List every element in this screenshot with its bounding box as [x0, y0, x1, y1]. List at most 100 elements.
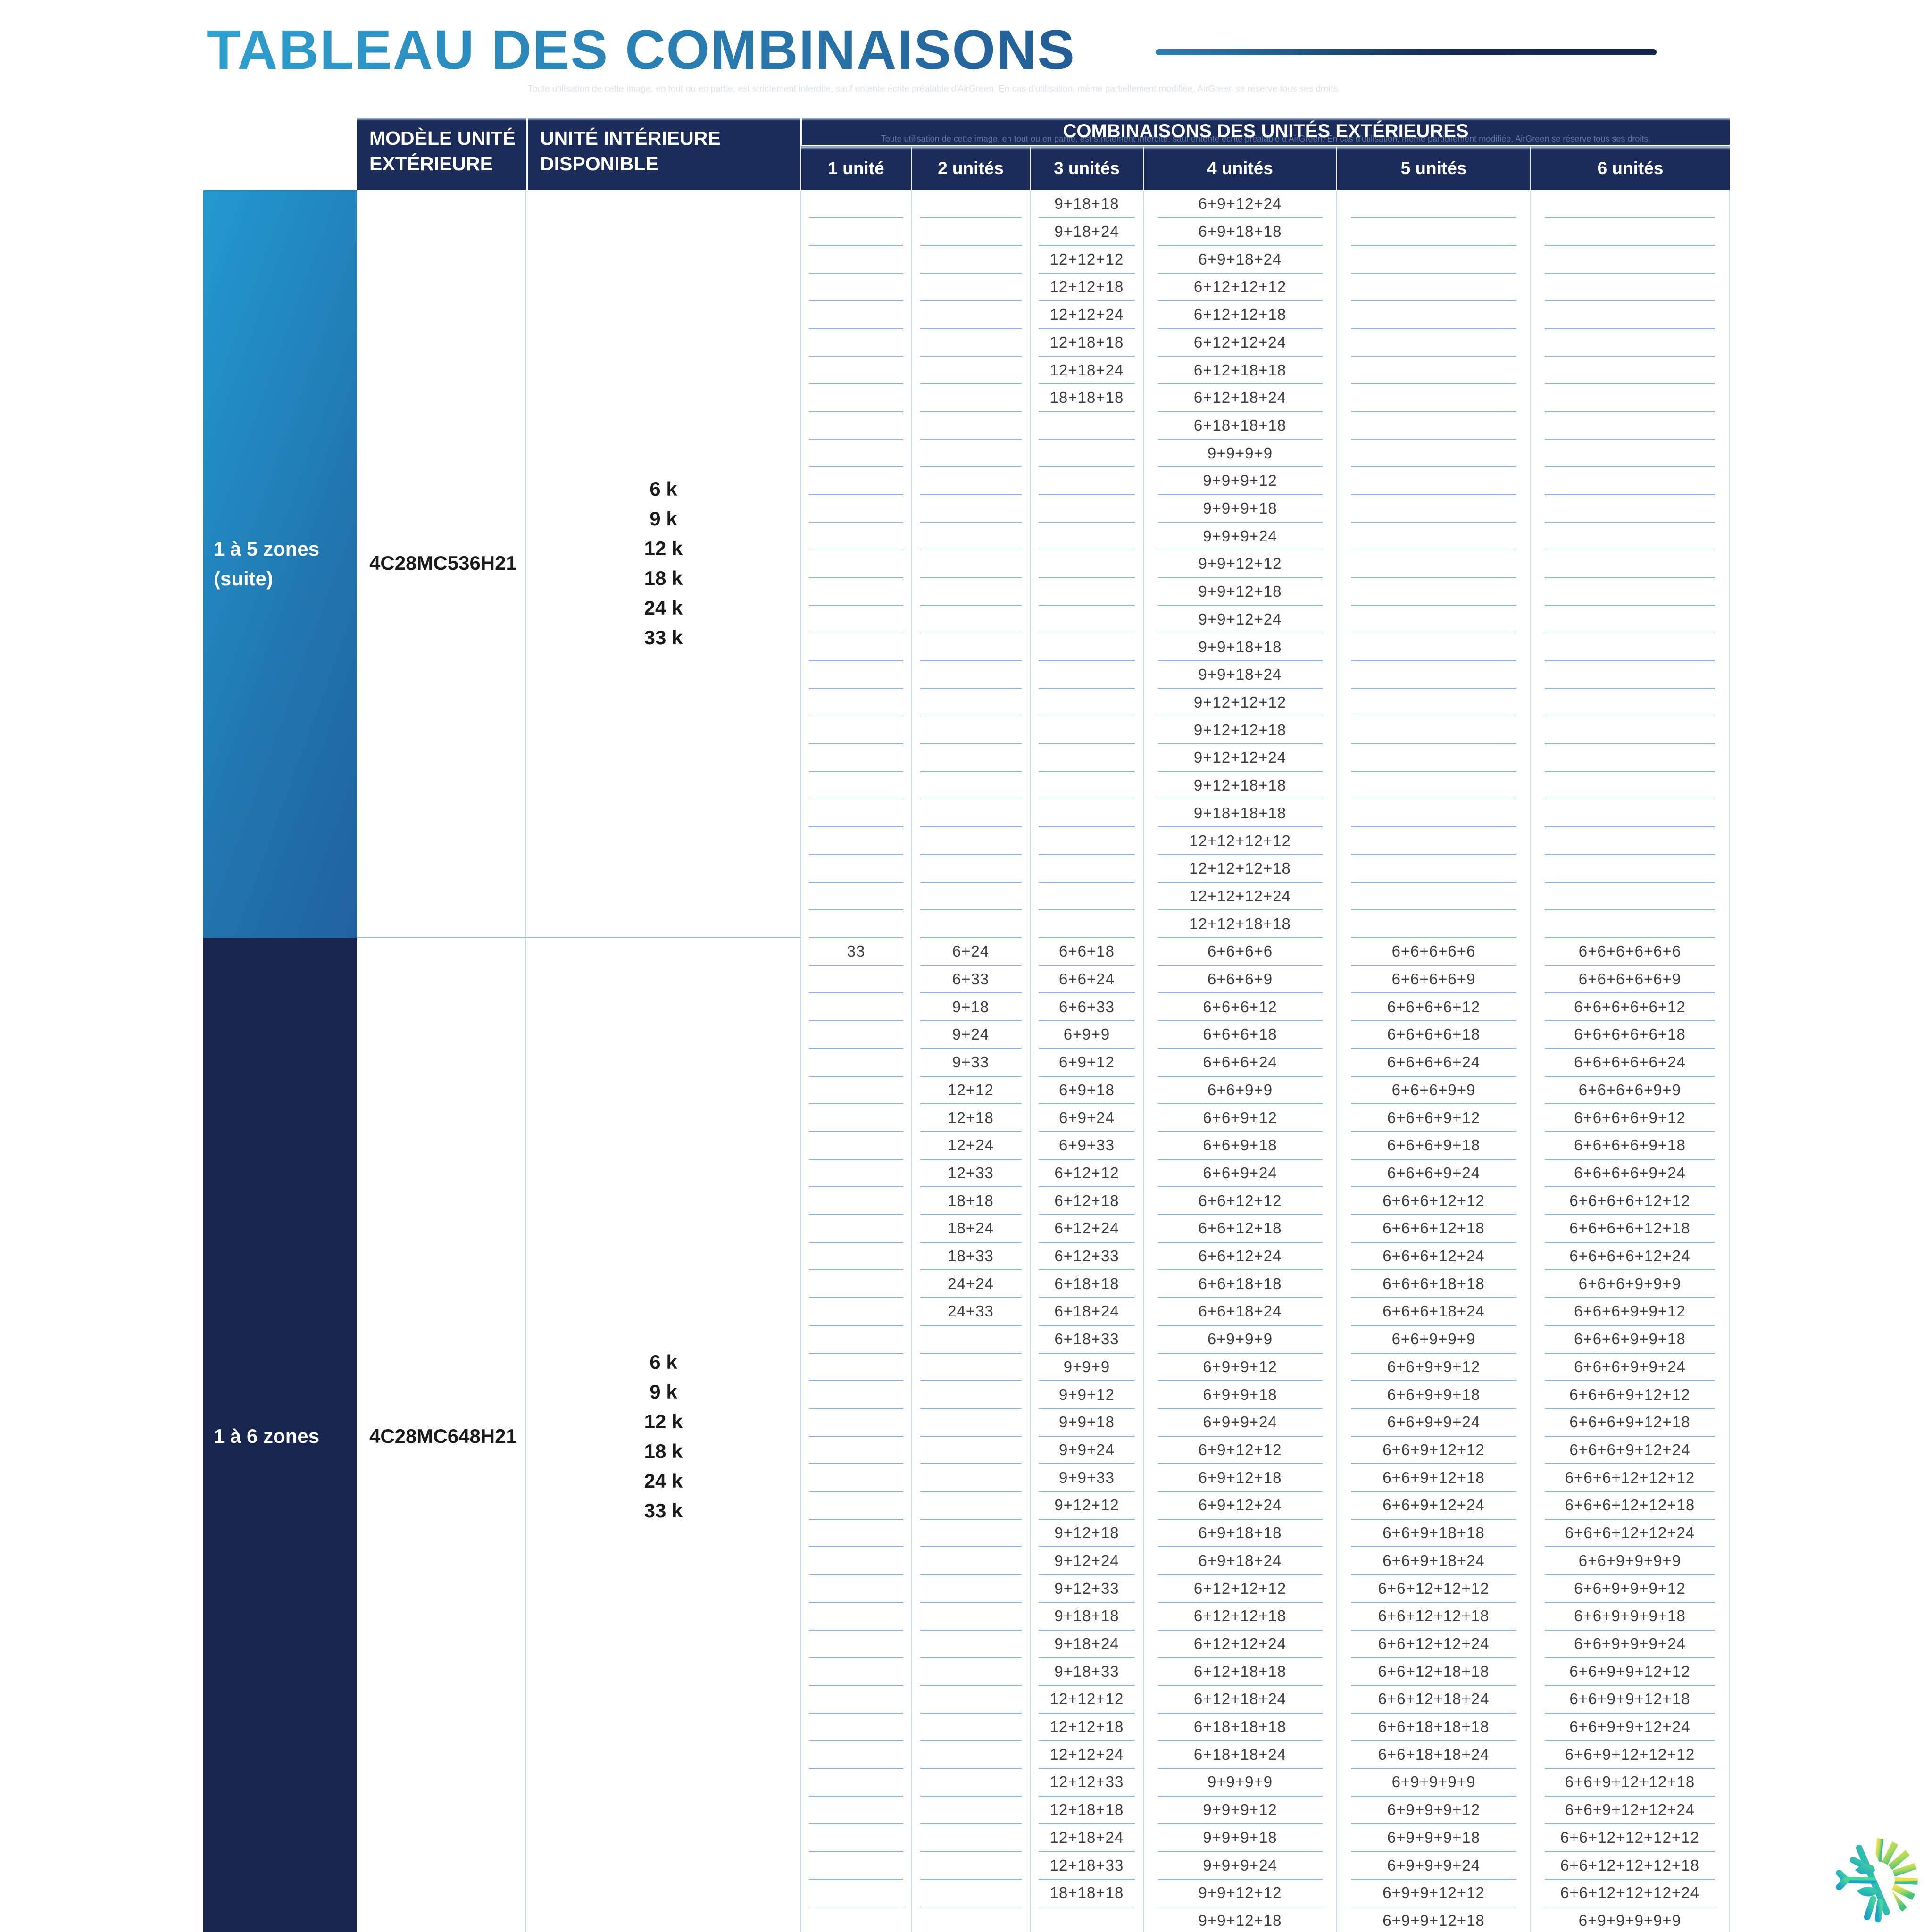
combo-cell — [1030, 522, 1143, 550]
combo-cell: 6+6+6+6+9 — [1336, 965, 1530, 994]
combo-cell: 12+12 — [911, 1076, 1030, 1104]
combo-cell: 6+6+9+9+18 — [1336, 1381, 1530, 1409]
combo-cell — [911, 910, 1030, 938]
combo-cell: 6+9+18+24 — [1143, 1547, 1336, 1575]
combo-cell: 18+33 — [911, 1242, 1030, 1271]
header-model: MODÈLE UNITÉ EXTÉRIEURE — [357, 118, 526, 190]
combo-cell: 6+6+6+6+6+12 — [1530, 993, 1730, 1021]
combo-cell: 6+6+6+6+6+18 — [1530, 1021, 1730, 1049]
combo-cell: 6+6+6+6+6+6 — [1530, 937, 1730, 966]
combo-cell: 6+12+12+18 — [1143, 1602, 1336, 1631]
combo-cell: 6+6+6+6+9+24 — [1530, 1159, 1730, 1188]
combo-cell: 9+9+9+24 — [1143, 1851, 1336, 1880]
combo-cell: 9+9+12+18 — [1143, 1907, 1336, 1932]
combo-cell — [911, 467, 1030, 495]
combo-cell: 6+6+6+6+6+9 — [1530, 965, 1730, 994]
combo-cell: 6+12+18+24 — [1143, 1685, 1336, 1714]
combo-cell — [800, 1353, 911, 1381]
combo-cell: 9+9+12 — [1030, 1381, 1143, 1409]
combo-cell — [1336, 827, 1530, 855]
combo-cell: 6+12+12+12 — [1143, 1574, 1336, 1603]
combo-cell — [1530, 383, 1730, 412]
combo-cell — [1030, 550, 1143, 578]
combo-cell — [1530, 494, 1730, 523]
combo-cell — [911, 1824, 1030, 1852]
combo-cell: 18+18 — [911, 1187, 1030, 1215]
combo-cell: 6+6+6+6+12+24 — [1530, 1242, 1730, 1271]
indoor-unit: 24 k — [644, 597, 683, 619]
combo-cell: 6+6+9+12+18 — [1336, 1464, 1530, 1492]
combo-cell: 6+9+9+12 — [1143, 1353, 1336, 1381]
combo-cell — [800, 1907, 911, 1932]
combo-cell: 6+6+6+9+12+18 — [1530, 1408, 1730, 1437]
combo-cell: 6+9+12+18 — [1143, 1464, 1336, 1492]
combo-cell — [1336, 577, 1530, 606]
combo-cell: 12+33 — [911, 1159, 1030, 1188]
combo-cell: 6+9+9+9+24 — [1336, 1851, 1530, 1880]
combo-cell: 6+9+9+12+12 — [1336, 1879, 1530, 1907]
indoor-unit: 9 k — [650, 1380, 677, 1403]
combo-cell — [1030, 605, 1143, 633]
combo-cell — [911, 245, 1030, 274]
combo-cell: 9+9+12+18 — [1143, 577, 1336, 606]
combo-cell — [1030, 660, 1143, 689]
combo-cell — [911, 1657, 1030, 1686]
combo-cell — [800, 1547, 911, 1575]
combo-cell: 6+6+12+12 — [1143, 1187, 1336, 1215]
combo-cell: 9+9+9+18 — [1143, 1824, 1336, 1852]
combo-cell: 9+12+12+12 — [1143, 688, 1336, 717]
combo-cell — [800, 910, 911, 938]
combo-cell — [800, 1381, 911, 1409]
combo-cell — [911, 1574, 1030, 1603]
combo-cell: 6+18+33 — [1030, 1325, 1143, 1354]
combo-cell — [800, 633, 911, 661]
combo-cell — [800, 1824, 911, 1852]
combo-cell — [1030, 882, 1143, 910]
combo-cell: 6+6+12+18+18 — [1336, 1657, 1530, 1686]
indoor-unit: 12 k — [644, 537, 683, 560]
combo-cell — [1336, 771, 1530, 800]
combo-cell — [800, 1298, 911, 1326]
combo-cell — [800, 993, 911, 1021]
combo-cell — [1030, 494, 1143, 523]
combo-cell: 9+9+18+24 — [1143, 660, 1336, 689]
combo-cell: 6+12+18+18 — [1143, 356, 1336, 384]
combo-cell — [1336, 910, 1530, 938]
combo-cell: 18+18+18 — [1030, 1879, 1143, 1907]
combo-cell: 6+6+6+6+9+9 — [1530, 1076, 1730, 1104]
unit-header-2: 2 unités — [911, 146, 1030, 190]
header-combinations: COMBINAISONS DES UNITÉS EXTÉRIEURES Tout… — [800, 118, 1730, 146]
combo-cell: 6+18+24 — [1030, 1298, 1143, 1326]
combo-cell: 6+6+6+12+12+24 — [1530, 1519, 1730, 1548]
combo-cell — [1336, 660, 1530, 689]
combo-cell: 9+12+12+18 — [1143, 716, 1336, 744]
combo-cell — [1030, 744, 1143, 772]
combo-cell: 6+6+6+9+12+24 — [1530, 1436, 1730, 1465]
combo-cell: 9+18+24 — [1030, 1630, 1143, 1658]
watermark-text-header: Toute utilisation de cette image, en tou… — [881, 134, 1651, 143]
combo-cell — [911, 1879, 1030, 1907]
logo-sun-rays — [1875, 1838, 1918, 1912]
combo-cell: 6+6+9+12+12+18 — [1530, 1768, 1730, 1797]
combo-cell — [800, 522, 911, 550]
combo-cell: 6+6+6+24 — [1143, 1048, 1336, 1077]
combo-cell — [911, 827, 1030, 855]
combo-cell: 9+18+24 — [1030, 217, 1143, 246]
indoor-unit: 18 k — [644, 567, 683, 590]
combo-cell — [1336, 439, 1530, 467]
combo-cell — [911, 799, 1030, 827]
combo-cell — [800, 494, 911, 523]
combo-cell: 9+12+12+24 — [1143, 744, 1336, 772]
combo-cell — [1530, 854, 1730, 883]
combo-cell — [800, 356, 911, 384]
combo-cell: 9+12+12 — [1030, 1491, 1143, 1520]
combo-cell — [800, 965, 911, 994]
combo-cell — [800, 217, 911, 246]
combo-cell: 6+6+18+24 — [1143, 1298, 1336, 1326]
combo-cell: 6+6+12+12+12+18 — [1530, 1851, 1730, 1880]
combo-cell — [1030, 771, 1143, 800]
combo-cell — [1530, 190, 1730, 218]
combo-cell: 12+12+12 — [1030, 245, 1143, 274]
combo-cell — [800, 383, 911, 412]
combo-cell — [1530, 467, 1730, 495]
